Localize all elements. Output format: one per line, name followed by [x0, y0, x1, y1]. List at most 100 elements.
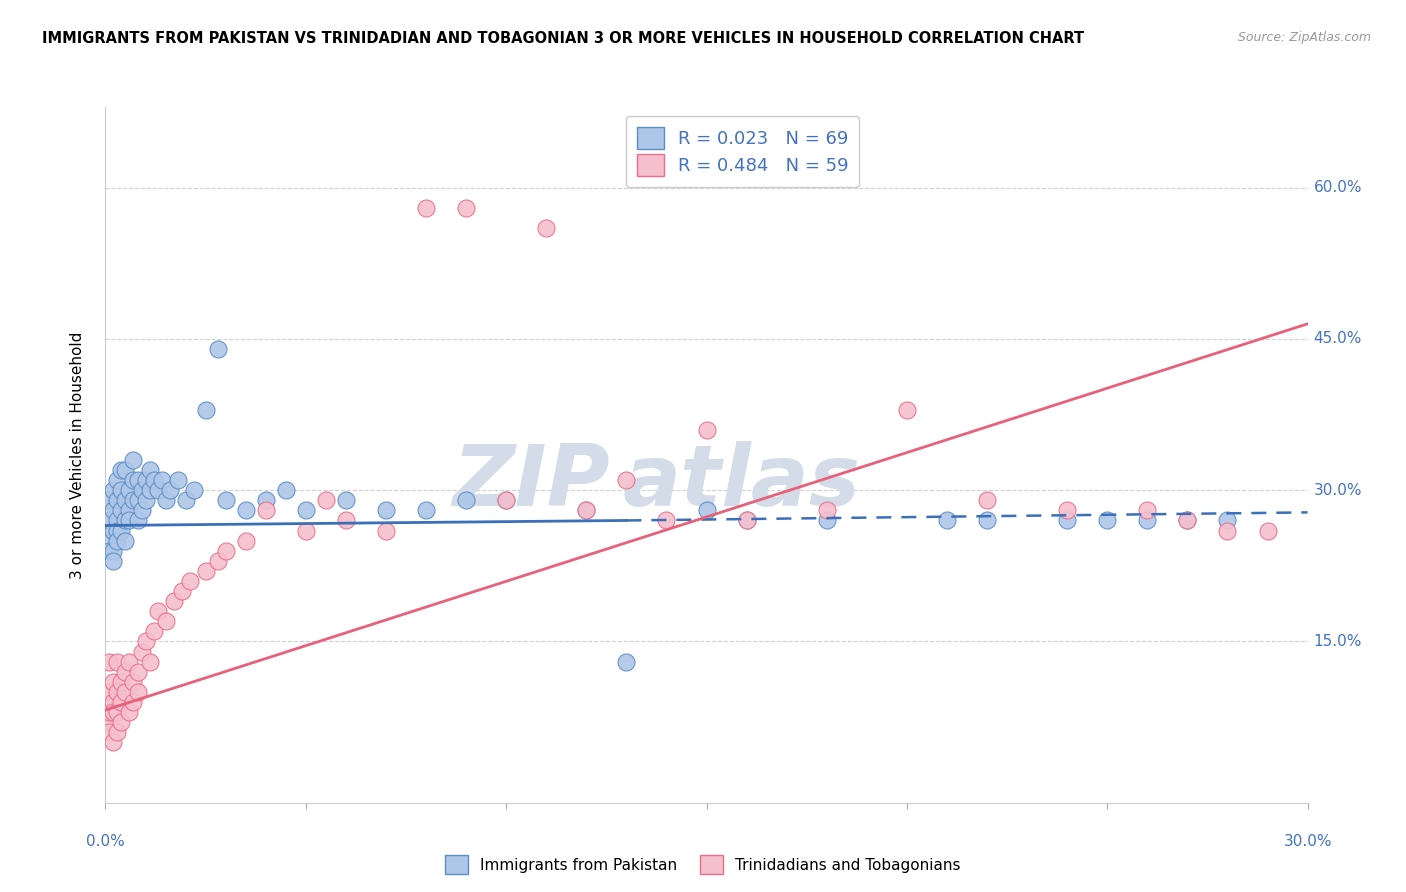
Point [183, 483, 205, 498]
Point [575, 503, 598, 517]
Point [295, 503, 318, 517]
Point [142, 473, 165, 487]
Point [142, 624, 165, 639]
Point [335, 513, 357, 527]
Point [454, 201, 477, 215]
Point [135, 473, 157, 487]
Point [1216, 513, 1239, 527]
Point [896, 402, 918, 417]
Point [107, 705, 129, 719]
Point [159, 483, 181, 498]
Point [103, 554, 125, 568]
Point [214, 543, 236, 558]
Point [118, 503, 141, 517]
Text: 30.0%: 30.0% [1313, 483, 1362, 498]
Point [495, 493, 517, 508]
Text: Source: ZipAtlas.com: Source: ZipAtlas.com [1237, 31, 1371, 45]
Point [107, 473, 129, 487]
Point [696, 503, 718, 517]
Text: 15.0%: 15.0% [1313, 634, 1362, 649]
Point [118, 655, 141, 669]
Point [127, 473, 149, 487]
Point [146, 604, 169, 618]
Point [103, 524, 125, 538]
Point [107, 524, 129, 538]
Point [114, 513, 136, 527]
Point [1216, 524, 1239, 538]
Point [235, 503, 257, 517]
Point [118, 513, 141, 527]
Point [122, 695, 145, 709]
Point [135, 634, 157, 648]
Point [976, 513, 998, 527]
Point [98, 715, 121, 730]
Text: 0.0%: 0.0% [86, 834, 125, 849]
Point [110, 524, 132, 538]
Point [534, 221, 557, 235]
Point [936, 513, 959, 527]
Text: atlas: atlas [623, 442, 860, 524]
Point [107, 725, 129, 739]
Point [103, 695, 125, 709]
Point [374, 524, 398, 538]
Text: IMMIGRANTS FROM PAKISTAN VS TRINIDADIAN AND TOBAGONIAN 3 OR MORE VEHICLES IN HOU: IMMIGRANTS FROM PAKISTAN VS TRINIDADIAN … [42, 31, 1084, 46]
Point [1056, 513, 1078, 527]
Point [114, 685, 136, 699]
Point [575, 503, 598, 517]
Point [98, 725, 121, 739]
Point [616, 473, 638, 487]
Point [655, 513, 678, 527]
Point [735, 513, 758, 527]
Point [107, 533, 129, 548]
Point [815, 513, 838, 527]
Point [616, 655, 638, 669]
Point [166, 473, 188, 487]
Point [1257, 524, 1279, 538]
Point [98, 513, 121, 527]
Point [98, 533, 121, 548]
Point [155, 493, 177, 508]
Point [162, 594, 184, 608]
Point [98, 493, 121, 508]
Point [114, 463, 136, 477]
Point [235, 533, 257, 548]
Point [118, 705, 141, 719]
Point [415, 201, 437, 215]
Point [295, 524, 318, 538]
Point [122, 453, 145, 467]
Point [1056, 503, 1078, 517]
Point [131, 644, 153, 658]
Point [254, 503, 277, 517]
Point [114, 533, 136, 548]
Point [150, 473, 173, 487]
Point [155, 615, 177, 629]
Point [170, 584, 193, 599]
Point [122, 473, 145, 487]
Point [107, 513, 129, 527]
Point [735, 513, 758, 527]
Point [138, 463, 160, 477]
Point [98, 655, 121, 669]
Point [415, 503, 437, 517]
Point [110, 715, 132, 730]
Point [214, 493, 236, 508]
Point [122, 493, 145, 508]
Point [254, 493, 277, 508]
Point [98, 685, 121, 699]
Point [194, 564, 217, 578]
Point [207, 342, 229, 356]
Text: 60.0%: 60.0% [1313, 180, 1362, 195]
Point [118, 483, 141, 498]
Point [110, 463, 132, 477]
Text: 45.0%: 45.0% [1313, 332, 1362, 346]
Point [127, 685, 149, 699]
Point [976, 493, 998, 508]
Point [131, 483, 153, 498]
Point [103, 503, 125, 517]
Point [110, 503, 132, 517]
Point [1177, 513, 1199, 527]
Point [815, 503, 838, 517]
Point [103, 705, 125, 719]
Point [274, 483, 297, 498]
Legend: Immigrants from Pakistan, Trinidadians and Tobagonians: Immigrants from Pakistan, Trinidadians a… [439, 849, 967, 880]
